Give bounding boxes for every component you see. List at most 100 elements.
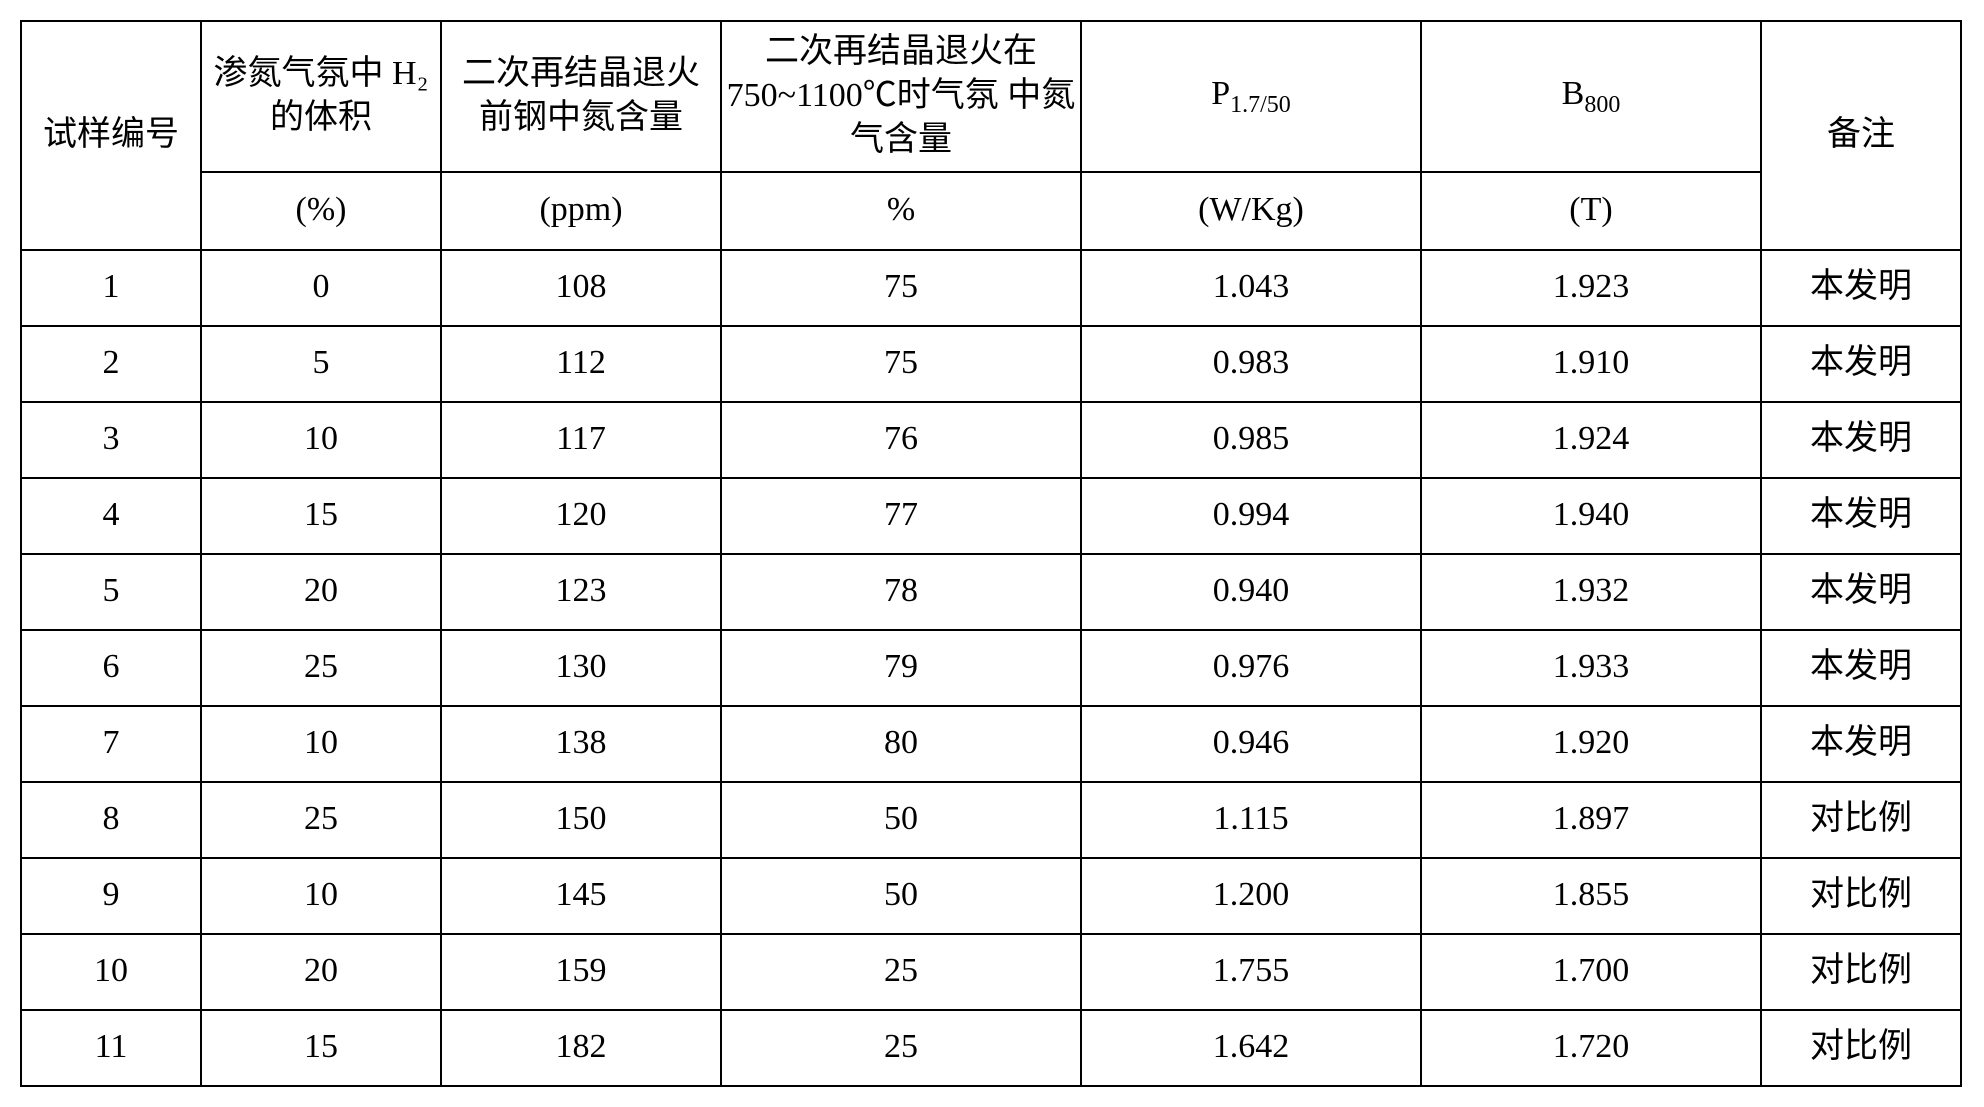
cell-p: 1.755 [1081, 934, 1421, 1010]
cell-n2-pct: 25 [721, 1010, 1081, 1086]
cell-note: 本发明 [1761, 630, 1961, 706]
cell-b: 1.920 [1421, 706, 1761, 782]
cell-sample-no: 2 [21, 326, 201, 402]
cell-sample-no: 10 [21, 934, 201, 1010]
cell-note: 本发明 [1761, 478, 1961, 554]
cell-n2-pct: 79 [721, 630, 1081, 706]
cell-n-ppm: 159 [441, 934, 721, 1010]
cell-note: 对比例 [1761, 1010, 1961, 1086]
cell-b: 1.700 [1421, 934, 1761, 1010]
cell-n-ppm: 145 [441, 858, 721, 934]
unit-p: (W/Kg) [1081, 172, 1421, 250]
cell-p: 0.994 [1081, 478, 1421, 554]
cell-p: 0.976 [1081, 630, 1421, 706]
cell-b: 1.910 [1421, 326, 1761, 402]
col-header-p: P1.7/50 [1081, 21, 1421, 172]
cell-n2-pct: 80 [721, 706, 1081, 782]
table-row: 710138800.9461.920本发明 [21, 706, 1961, 782]
cell-p: 1.115 [1081, 782, 1421, 858]
cell-note: 本发明 [1761, 402, 1961, 478]
cell-p: 0.985 [1081, 402, 1421, 478]
data-table: 试样编号 渗氮气氛中 H₂的体积 二次再结晶退火 前钢中氮含量 二次再结晶退火在… [20, 20, 1962, 1087]
cell-note: 对比例 [1761, 782, 1961, 858]
cell-h2: 10 [201, 858, 441, 934]
cell-p: 0.946 [1081, 706, 1421, 782]
cell-sample-no: 9 [21, 858, 201, 934]
cell-h2: 15 [201, 478, 441, 554]
cell-h2: 10 [201, 706, 441, 782]
cell-n2-pct: 75 [721, 250, 1081, 326]
cell-h2: 0 [201, 250, 441, 326]
col-header-sample-no: 试样编号 [21, 21, 201, 250]
cell-note: 本发明 [1761, 250, 1961, 326]
table-row: 415120770.9941.940本发明 [21, 478, 1961, 554]
cell-sample-no: 3 [21, 402, 201, 478]
cell-b: 1.932 [1421, 554, 1761, 630]
cell-h2: 20 [201, 934, 441, 1010]
table-row: 625130790.9761.933本发明 [21, 630, 1961, 706]
unit-h2: (%) [201, 172, 441, 250]
table-row: 10108751.0431.923本发明 [21, 250, 1961, 326]
cell-n-ppm: 150 [441, 782, 721, 858]
col-header-h2-volume: 渗氮气氛中 H₂的体积 [201, 21, 441, 172]
cell-sample-no: 5 [21, 554, 201, 630]
cell-b: 1.923 [1421, 250, 1761, 326]
cell-sample-no: 7 [21, 706, 201, 782]
cell-b: 1.940 [1421, 478, 1761, 554]
cell-n2-pct: 78 [721, 554, 1081, 630]
cell-n2-pct: 76 [721, 402, 1081, 478]
cell-sample-no: 1 [21, 250, 201, 326]
cell-h2: 25 [201, 630, 441, 706]
cell-h2: 10 [201, 402, 441, 478]
cell-note: 对比例 [1761, 858, 1961, 934]
cell-b: 1.933 [1421, 630, 1761, 706]
table-row: 1115182251.6421.720对比例 [21, 1010, 1961, 1086]
cell-n-ppm: 120 [441, 478, 721, 554]
cell-b: 1.924 [1421, 402, 1761, 478]
cell-h2: 15 [201, 1010, 441, 1086]
table-body: 10108751.0431.923本发明25112750.9831.910本发明… [21, 250, 1961, 1086]
table-row: 910145501.2001.855对比例 [21, 858, 1961, 934]
cell-p: 1.642 [1081, 1010, 1421, 1086]
col-header-b: B800 [1421, 21, 1761, 172]
cell-p: 0.940 [1081, 554, 1421, 630]
cell-n2-pct: 50 [721, 782, 1081, 858]
cell-p: 1.200 [1081, 858, 1421, 934]
cell-n-ppm: 130 [441, 630, 721, 706]
table-row: 520123780.9401.932本发明 [21, 554, 1961, 630]
cell-sample-no: 6 [21, 630, 201, 706]
col-header-remark: 备注 [1761, 21, 1961, 250]
table-row: 25112750.9831.910本发明 [21, 326, 1961, 402]
cell-h2: 20 [201, 554, 441, 630]
cell-p: 1.043 [1081, 250, 1421, 326]
cell-n2-pct: 25 [721, 934, 1081, 1010]
cell-b: 1.897 [1421, 782, 1761, 858]
cell-b: 1.855 [1421, 858, 1761, 934]
cell-p: 0.983 [1081, 326, 1421, 402]
cell-n-ppm: 117 [441, 402, 721, 478]
cell-n-ppm: 182 [441, 1010, 721, 1086]
cell-n-ppm: 123 [441, 554, 721, 630]
cell-note: 本发明 [1761, 554, 1961, 630]
cell-n-ppm: 138 [441, 706, 721, 782]
cell-note: 本发明 [1761, 706, 1961, 782]
col-header-n-content: 二次再结晶退火 前钢中氮含量 [441, 21, 721, 172]
cell-n2-pct: 50 [721, 858, 1081, 934]
cell-b: 1.720 [1421, 1010, 1761, 1086]
cell-sample-no: 4 [21, 478, 201, 554]
table-row: 310117760.9851.924本发明 [21, 402, 1961, 478]
unit-n2: % [721, 172, 1081, 250]
unit-n: (ppm) [441, 172, 721, 250]
cell-n2-pct: 75 [721, 326, 1081, 402]
unit-b: (T) [1421, 172, 1761, 250]
table-row: 825150501.1151.897对比例 [21, 782, 1961, 858]
cell-note: 对比例 [1761, 934, 1961, 1010]
table-row: 1020159251.7551.700对比例 [21, 934, 1961, 1010]
cell-n2-pct: 77 [721, 478, 1081, 554]
cell-n-ppm: 112 [441, 326, 721, 402]
cell-h2: 25 [201, 782, 441, 858]
cell-sample-no: 8 [21, 782, 201, 858]
cell-h2: 5 [201, 326, 441, 402]
col-header-n2-atmosphere: 二次再结晶退火在 750~1100℃时气氛 中氮气含量 [721, 21, 1081, 172]
cell-sample-no: 11 [21, 1010, 201, 1086]
